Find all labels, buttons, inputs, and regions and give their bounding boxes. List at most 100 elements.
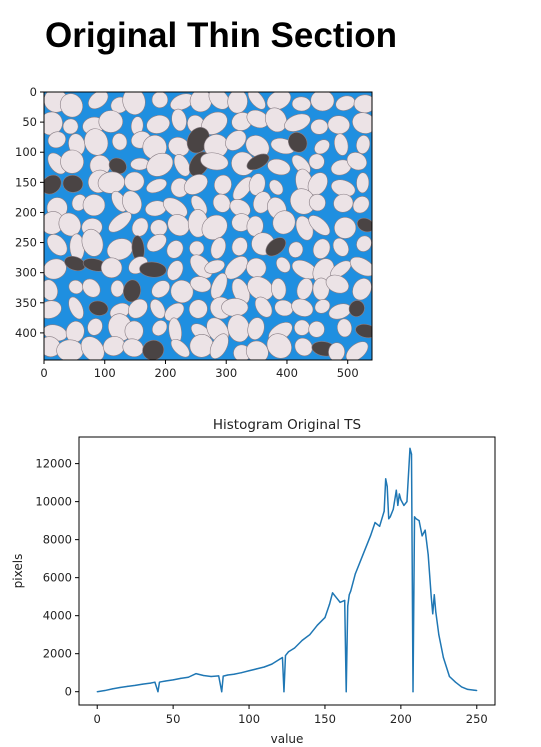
data-point [398, 493, 400, 495]
data-point [278, 658, 281, 660]
mineral-grain [267, 158, 291, 176]
data-point [344, 599, 346, 602]
data-point [157, 691, 159, 693]
mineral-grain [265, 237, 287, 257]
mineral-grain [44, 279, 59, 301]
mineral-grain [166, 240, 184, 259]
data-point [222, 675, 224, 677]
mineral-grain [212, 193, 231, 213]
mineral-grain [293, 319, 310, 336]
mineral-grain [352, 196, 370, 214]
mineral-grain [59, 93, 84, 118]
data-point [461, 686, 463, 688]
x-tick-label: 0 [40, 366, 47, 380]
data-point [134, 684, 136, 687]
data-point [324, 616, 326, 619]
mineral-grain [168, 136, 190, 157]
data-point [218, 675, 220, 677]
y-tick-label: 300 [15, 266, 37, 280]
mineral-grain [170, 338, 190, 358]
x-tick-label: 150 [314, 712, 336, 726]
mineral-grain [139, 261, 167, 278]
mineral-grain [225, 130, 247, 151]
mineral-grain [204, 259, 225, 274]
data-point [476, 689, 478, 692]
mineral-grain [111, 133, 128, 151]
mineral-grain [336, 318, 353, 338]
data-point [287, 651, 290, 653]
mineral-grain [221, 298, 249, 317]
image-frame [43, 91, 373, 361]
data-point [369, 535, 372, 537]
mineral-grain [288, 132, 308, 153]
data-point [400, 499, 402, 501]
data-point [224, 675, 226, 677]
mineral-grain [98, 110, 124, 133]
data-point [281, 656, 284, 659]
y-tick-label: 100 [15, 145, 37, 159]
data-point [415, 518, 417, 520]
x-tick-label: 100 [238, 712, 260, 726]
data-point [248, 670, 250, 672]
data-point [233, 673, 235, 675]
y-tick-label: 0 [65, 685, 72, 699]
x-tick-label: 200 [155, 366, 177, 380]
data-point [385, 478, 387, 480]
mineral-grain [151, 320, 168, 336]
mineral-grain [246, 153, 270, 171]
mineral-grain [84, 128, 109, 156]
mineral-grain [294, 337, 313, 357]
data-point [164, 680, 167, 682]
data-point [301, 639, 303, 641]
mineral-grain [254, 296, 273, 318]
data-point [413, 516, 416, 518]
data-point [388, 518, 390, 520]
data-point [348, 594, 350, 596]
mineral-grain [308, 215, 331, 236]
series-line [97, 447, 477, 693]
mineral-grain [308, 321, 325, 338]
data-point [328, 603, 331, 605]
y-tick-label: 400 [15, 326, 37, 340]
data-point [379, 525, 381, 527]
data-point [96, 691, 98, 693]
mineral-grain [356, 217, 372, 233]
data-point [309, 634, 311, 636]
y-tick-label: 0 [30, 85, 37, 99]
histogram-x-axis: 0 50 100 150 200 250 [94, 705, 488, 726]
x-tick-label: 250 [466, 712, 488, 726]
data-point [111, 688, 113, 690]
data-point [403, 504, 405, 507]
data-point [331, 592, 334, 594]
mineral-grain [81, 228, 104, 257]
mineral-grain [149, 299, 166, 319]
data-point [104, 689, 106, 692]
data-point [195, 673, 197, 675]
mineral-grain [68, 296, 84, 320]
mineral-grain [100, 257, 123, 279]
thin-section-panel: 0 100 200 300 400 500 0 50 100 150 200 250 300 350 40… [15, 85, 373, 380]
data-point [395, 489, 397, 491]
mineral-grain [110, 280, 125, 298]
data-point [430, 596, 432, 598]
y-tick-label: 6000 [43, 571, 72, 585]
data-point [180, 677, 182, 679]
data-point [442, 656, 444, 659]
data-point [293, 647, 296, 649]
data-point [409, 447, 411, 449]
mineral-grain [146, 178, 167, 194]
data-point [362, 554, 364, 556]
mineral-grain [288, 241, 304, 258]
data-point [350, 590, 352, 592]
mineral-grain [200, 152, 229, 171]
data-point [126, 685, 129, 687]
data-point [412, 691, 414, 693]
mineral-grain [325, 274, 350, 294]
mineral-grain [183, 174, 208, 195]
mineral-grain [334, 216, 357, 239]
mineral-grain [231, 237, 248, 256]
data-point [221, 691, 223, 693]
mineral-grain [247, 317, 265, 340]
mineral-grain [124, 320, 144, 342]
mineral-grain [308, 153, 325, 170]
